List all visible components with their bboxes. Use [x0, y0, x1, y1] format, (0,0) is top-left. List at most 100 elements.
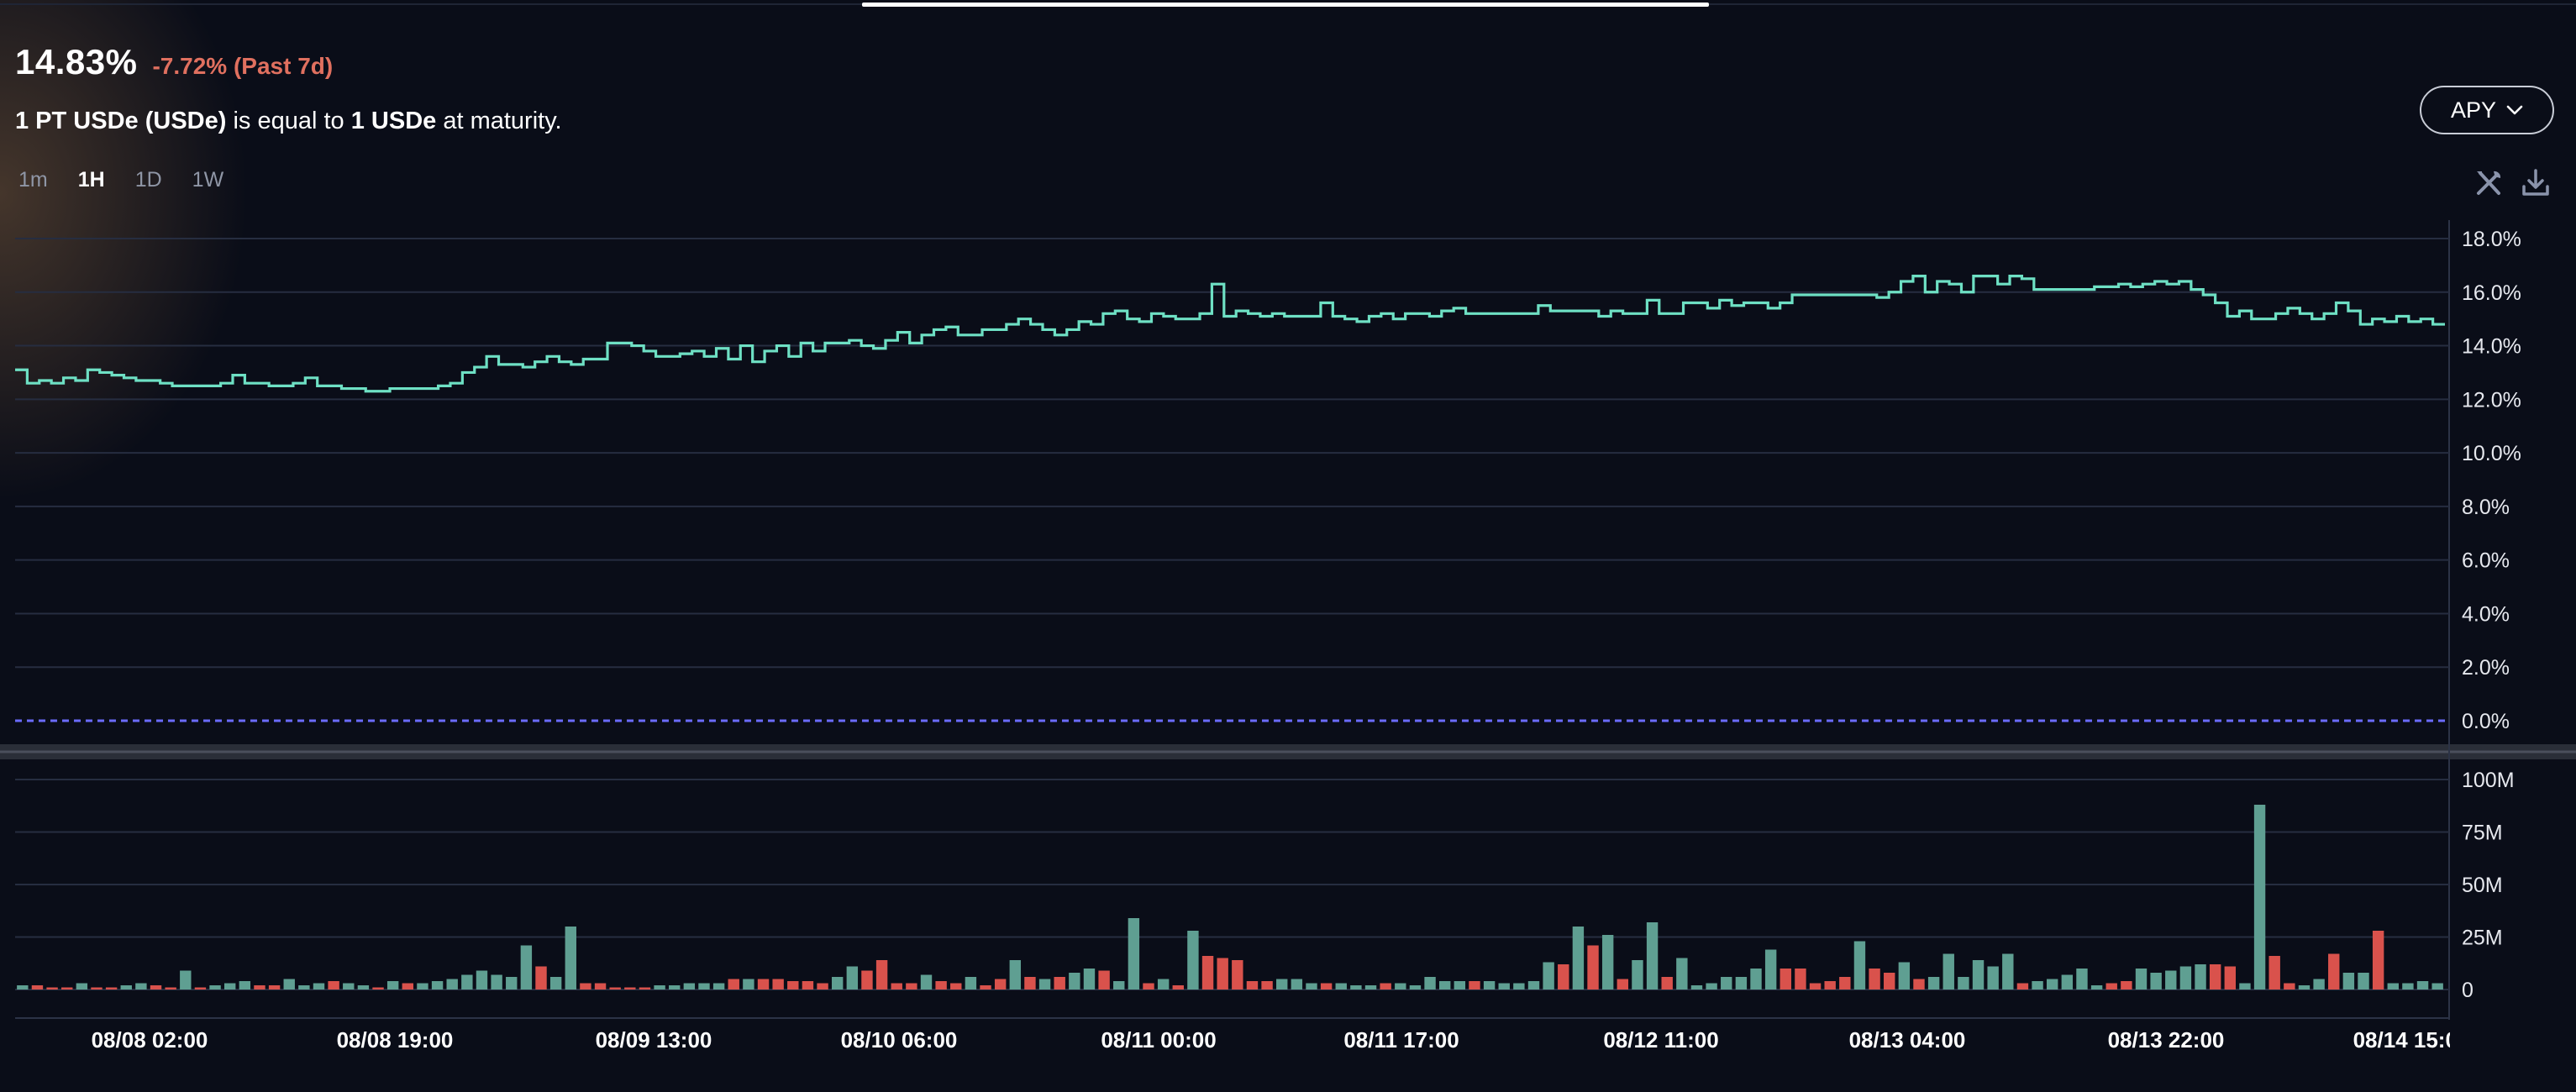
volume-bar: [1617, 979, 1629, 990]
range-1h[interactable]: 1H: [77, 168, 105, 192]
volume-bar: [313, 983, 325, 990]
volume-bar: [654, 985, 665, 990]
volume-bar: [965, 977, 977, 990]
range-1d[interactable]: 1D: [134, 168, 162, 192]
time-tick-label: 08/10 06:00: [841, 1027, 958, 1053]
volume-bar: [1098, 970, 1110, 990]
volume-bar: [343, 983, 355, 990]
volume-bar: [1276, 979, 1288, 990]
volume-bar: [76, 983, 88, 990]
volume-bar: [1306, 983, 1317, 990]
volume-bar: [46, 987, 58, 990]
volume-bar: [1201, 956, 1214, 990]
volume-bar: [254, 985, 265, 990]
volume-bar: [31, 985, 44, 990]
volume-bar: [1438, 981, 1451, 990]
volume-bar: [1676, 958, 1688, 990]
volume-bar: [506, 977, 518, 990]
volume-bar: [2431, 983, 2443, 990]
volume-bar: [2298, 985, 2311, 990]
volume-bar: [372, 987, 384, 990]
download-icon[interactable]: [2519, 166, 2552, 200]
volume-bar: [609, 987, 621, 990]
volume-bar: [861, 970, 873, 990]
volume-bar: [1927, 977, 1940, 990]
time-tick-label: 08/08 19:00: [337, 1027, 454, 1053]
volume-bar: [2239, 983, 2251, 990]
volume-bar: [1054, 977, 1065, 990]
volume-bar: [17, 985, 29, 990]
volume-bar: [135, 983, 147, 990]
volume-bar: [1690, 985, 1703, 990]
volume-bar: [1038, 979, 1051, 990]
volume-tick-label: 100M: [2462, 769, 2515, 792]
volume-bar: [935, 981, 947, 990]
volume-bar: [2165, 970, 2177, 990]
price-tick-label: 10.0%: [2462, 442, 2521, 465]
volume-bar: [1987, 966, 1999, 990]
metric-selector-button[interactable]: APY: [2420, 86, 2554, 134]
maturity-description: 1 PT USDe (USDe) is equal to 1 USDe at m…: [15, 108, 562, 135]
volume-bar: [1527, 981, 1540, 990]
active-tab-indicator[interactable]: [862, 3, 1709, 7]
volume-bar: [891, 983, 902, 990]
time-range-selector: 1m 1H 1D 1W: [15, 168, 250, 192]
volume-bar: [1172, 985, 1184, 990]
volume-bar: [1483, 981, 1496, 990]
volume-bar: [1380, 983, 1391, 990]
volume-bar: [1543, 962, 1554, 990]
volume-bar: [757, 979, 770, 990]
volume-bar: [802, 981, 814, 990]
volume-bar: [1913, 979, 1925, 990]
volume-bar: [150, 985, 162, 990]
volume-bar: [120, 985, 132, 990]
volume-bar: [1128, 918, 1140, 990]
volume-bar: [1187, 931, 1199, 990]
volume-bar: [520, 945, 533, 990]
volume-bar: [2046, 979, 2058, 990]
apy-change: -7.72% (Past 7d): [152, 53, 334, 79]
volume-bar: [1646, 922, 1659, 990]
volume-bar: [980, 985, 991, 990]
volume-bar: [165, 987, 176, 990]
time-tick-label: 08/08 02:00: [92, 1027, 208, 1053]
volume-bar: [1764, 949, 1777, 990]
volume-bar: [446, 979, 458, 990]
volume-bar: [1024, 977, 1036, 990]
volume-bar: [2253, 805, 2266, 990]
volume-tick-label: 0: [2462, 979, 2473, 1002]
price-tick-label: 6.0%: [2462, 549, 2510, 573]
volume-bar: [1972, 960, 1985, 990]
volume-bar: [357, 985, 370, 990]
volume-bar: [2313, 979, 2325, 990]
volume-bar: [2284, 983, 2295, 990]
price-tick-label: 16.0%: [2462, 281, 2521, 305]
time-tick-label: 08/11 00:00: [1101, 1027, 1216, 1053]
range-1m[interactable]: 1m: [18, 168, 48, 192]
price-tick-label: 4.0%: [2462, 602, 2510, 626]
volume-bar: [2416, 981, 2429, 990]
current-apy-value: 14.83%: [15, 42, 138, 81]
volume-bar: [712, 983, 725, 990]
volume-bar: [1706, 983, 1717, 990]
volume-bar: [565, 927, 576, 990]
volume-bar: [580, 983, 591, 990]
volume-bar: [1335, 983, 1347, 990]
volume-bar: [1824, 981, 1836, 990]
volume-bar: [2105, 983, 2117, 990]
tools-icon[interactable]: [2472, 166, 2505, 200]
volume-bar: [1632, 960, 1643, 990]
range-1w[interactable]: 1W: [192, 168, 224, 192]
volume-bar: [1009, 960, 1022, 990]
volume-bar: [105, 987, 118, 990]
volume-bar: [268, 985, 281, 990]
volume-bar: [549, 977, 562, 990]
volume-bar: [1750, 969, 1762, 990]
volume-bar: [846, 966, 859, 990]
volume-bar: [2209, 964, 2221, 990]
volume-bar: [2179, 966, 2192, 990]
volume-bar: [1069, 973, 1080, 990]
volume-bar: [2002, 953, 2014, 990]
volume-bar: [386, 981, 399, 990]
